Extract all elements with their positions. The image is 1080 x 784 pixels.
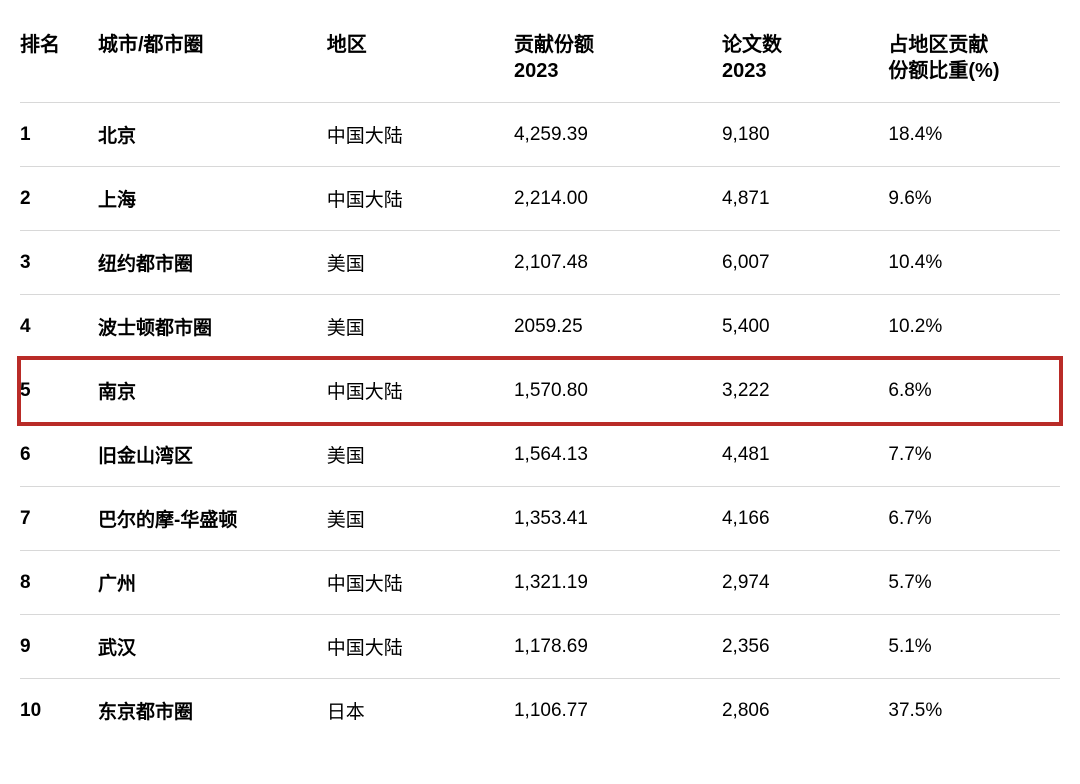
cell-share: 1,570.80 (514, 359, 722, 423)
cell-rank: 4 (20, 295, 98, 359)
cell-rank: 7 (20, 487, 98, 551)
table-row: 4波士顿都市圈美国2059.255,40010.2% (20, 295, 1060, 359)
header-city: 城市/都市圈 (98, 20, 327, 103)
cell-papers: 9,180 (722, 103, 888, 167)
cell-city: 巴尔的摩-华盛顿 (98, 487, 327, 551)
table-row: 10东京都市圈日本1,106.772,80637.5% (20, 679, 1060, 743)
cell-share: 1,321.19 (514, 551, 722, 615)
cell-city: 南京 (98, 359, 327, 423)
cell-papers: 2,974 (722, 551, 888, 615)
cell-city: 武汉 (98, 615, 327, 679)
cell-papers: 2,356 (722, 615, 888, 679)
cell-share: 2,107.48 (514, 231, 722, 295)
cell-share: 2,214.00 (514, 167, 722, 231)
cell-papers: 6,007 (722, 231, 888, 295)
cell-region: 中国大陆 (327, 615, 514, 679)
cell-region: 美国 (327, 295, 514, 359)
cell-city: 北京 (98, 103, 327, 167)
cell-pct: 6.7% (888, 487, 1060, 551)
cell-share: 1,106.77 (514, 679, 722, 743)
table-row: 7巴尔的摩-华盛顿美国1,353.414,1666.7% (20, 487, 1060, 551)
cell-pct: 5.1% (888, 615, 1060, 679)
header-papers: 论文数2023 (722, 20, 888, 103)
table-body: 1北京中国大陆4,259.399,18018.4%2上海中国大陆2,214.00… (20, 103, 1060, 743)
cell-rank: 3 (20, 231, 98, 295)
table-row: 6旧金山湾区美国1,564.134,4817.7% (20, 423, 1060, 487)
cell-pct: 6.8% (888, 359, 1060, 423)
cell-city: 上海 (98, 167, 327, 231)
cell-city: 旧金山湾区 (98, 423, 327, 487)
cell-rank: 6 (20, 423, 98, 487)
table-row: 8广州中国大陆1,321.192,9745.7% (20, 551, 1060, 615)
cell-pct: 18.4% (888, 103, 1060, 167)
cell-city: 广州 (98, 551, 327, 615)
table-row: 2上海中国大陆2,214.004,8719.6% (20, 167, 1060, 231)
cell-rank: 1 (20, 103, 98, 167)
cell-share: 1,353.41 (514, 487, 722, 551)
table-header-row: 排名 城市/都市圈 地区 贡献份额2023 论文数2023 占地区贡献份额比重(… (20, 20, 1060, 103)
cell-city: 东京都市圈 (98, 679, 327, 743)
cell-city: 纽约都市圈 (98, 231, 327, 295)
cell-rank: 10 (20, 679, 98, 743)
cell-pct: 37.5% (888, 679, 1060, 743)
cell-rank: 9 (20, 615, 98, 679)
cell-pct: 7.7% (888, 423, 1060, 487)
cell-papers: 3,222 (722, 359, 888, 423)
cell-rank: 8 (20, 551, 98, 615)
cell-region: 日本 (327, 679, 514, 743)
cell-share: 4,259.39 (514, 103, 722, 167)
cell-rank: 5 (20, 359, 98, 423)
header-rank: 排名 (20, 20, 98, 103)
cell-papers: 2,806 (722, 679, 888, 743)
header-share: 贡献份额2023 (514, 20, 722, 103)
cell-region: 中国大陆 (327, 103, 514, 167)
table-row: 5南京中国大陆1,570.803,2226.8% (20, 359, 1060, 423)
cell-papers: 5,400 (722, 295, 888, 359)
cell-share: 1,178.69 (514, 615, 722, 679)
ranking-table: 排名 城市/都市圈 地区 贡献份额2023 论文数2023 占地区贡献份额比重(… (20, 20, 1060, 742)
cell-rank: 2 (20, 167, 98, 231)
cell-pct: 5.7% (888, 551, 1060, 615)
table-row: 9武汉中国大陆1,178.692,3565.1% (20, 615, 1060, 679)
cell-papers: 4,166 (722, 487, 888, 551)
cell-region: 中国大陆 (327, 551, 514, 615)
cell-city: 波士顿都市圈 (98, 295, 327, 359)
cell-region: 中国大陆 (327, 359, 514, 423)
table-row: 3纽约都市圈美国2,107.486,00710.4% (20, 231, 1060, 295)
cell-share: 2059.25 (514, 295, 722, 359)
cell-region: 美国 (327, 231, 514, 295)
table-row: 1北京中国大陆4,259.399,18018.4% (20, 103, 1060, 167)
header-pct: 占地区贡献份额比重(%) (888, 20, 1060, 103)
cell-pct: 9.6% (888, 167, 1060, 231)
cell-pct: 10.4% (888, 231, 1060, 295)
cell-region: 中国大陆 (327, 167, 514, 231)
header-region: 地区 (327, 20, 514, 103)
cell-share: 1,564.13 (514, 423, 722, 487)
cell-papers: 4,481 (722, 423, 888, 487)
cell-region: 美国 (327, 487, 514, 551)
cell-region: 美国 (327, 423, 514, 487)
cell-pct: 10.2% (888, 295, 1060, 359)
cell-papers: 4,871 (722, 167, 888, 231)
